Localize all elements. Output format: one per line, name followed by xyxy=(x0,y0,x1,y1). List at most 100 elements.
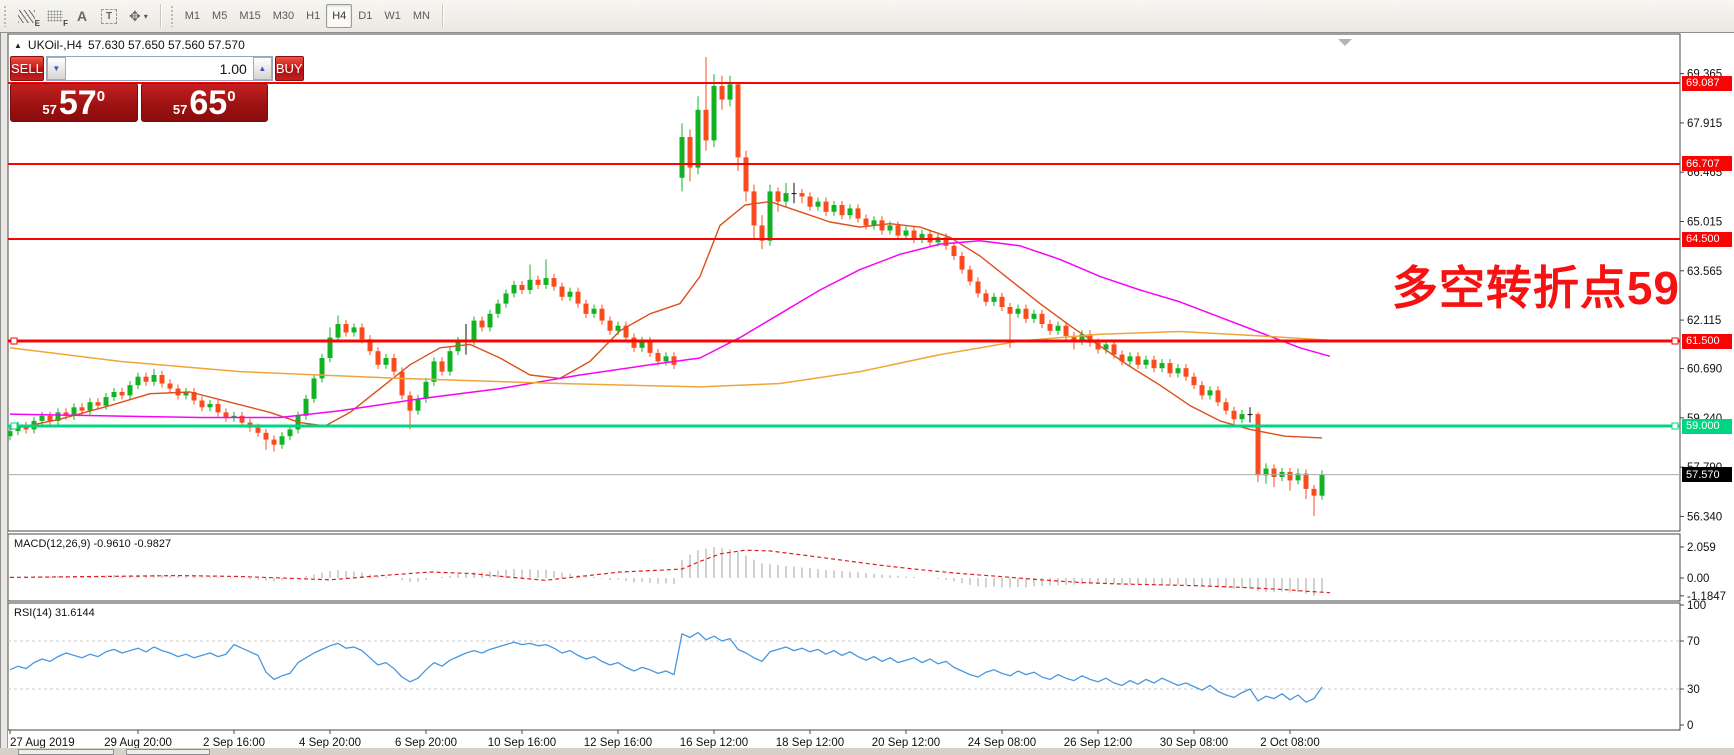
volume-increase-button[interactable]: ▲ xyxy=(252,57,272,80)
price-line-badge: 69.087 xyxy=(1682,75,1732,91)
svg-text:70: 70 xyxy=(1687,636,1700,648)
volume-control: ▼ ▲ xyxy=(45,56,273,81)
svg-text:-1.1847: -1.1847 xyxy=(1687,591,1726,603)
rsi-level-lines xyxy=(8,640,1680,690)
fibonacci-sub-label: F xyxy=(63,19,68,28)
line-handle[interactable] xyxy=(1671,337,1679,345)
volume-input[interactable] xyxy=(65,57,253,80)
svg-text:63.565: 63.565 xyxy=(1687,266,1722,278)
one-click-trading-panel: SELL ▼ ▲ BUY 57 57 0 57 65 0 xyxy=(10,56,304,122)
panel-borders xyxy=(7,33,1681,731)
ma-fast-line xyxy=(9,200,1323,439)
price-line-badge: 66.707 xyxy=(1682,156,1732,172)
svg-text:10 Sep 16:00: 10 Sep 16:00 xyxy=(488,737,556,749)
rsi-line xyxy=(9,631,1323,703)
svg-text:67.915: 67.915 xyxy=(1687,118,1722,130)
sell-price-panel[interactable]: 57 57 0 xyxy=(10,83,138,122)
macd-histogram xyxy=(9,546,1323,596)
line-handle[interactable] xyxy=(1671,422,1679,430)
ma-mid-line xyxy=(9,239,1331,419)
line-handle[interactable] xyxy=(10,422,18,430)
svg-text:30: 30 xyxy=(1687,684,1700,696)
svg-text:12 Sep 16:00: 12 Sep 16:00 xyxy=(584,737,652,749)
collapse-icon[interactable]: ▲ xyxy=(14,40,22,50)
price-line-badge: 59.000 xyxy=(1682,418,1732,434)
horizontal-price-lines[interactable] xyxy=(8,82,1680,430)
ma-slow-line xyxy=(9,330,1331,388)
ohlc-values: 57.630 57.650 57.560 57.570 xyxy=(87,38,245,52)
svg-text:29 Aug 20:00: 29 Aug 20:00 xyxy=(104,737,172,749)
rsi-axis: 100 70 30 0 xyxy=(1680,600,1706,732)
svg-text:2 Oct 08:00: 2 Oct 08:00 xyxy=(1260,737,1319,749)
svg-text:0: 0 xyxy=(1687,720,1693,732)
price-line-badge: 64.500 xyxy=(1682,231,1732,247)
rsi-label: RSI(14) 31.6144 xyxy=(14,607,95,619)
macd-axis: 2.059 0.00 -1.1847 xyxy=(1680,542,1726,603)
timeframe-button-h1[interactable]: H1 xyxy=(306,10,321,22)
toolbar-grip[interactable] xyxy=(169,5,175,27)
price-line-badge: 61.500 xyxy=(1682,333,1732,349)
macd-signal-line xyxy=(9,549,1331,594)
chevron-down-icon: ▾ xyxy=(143,11,148,21)
buy-price-big: 65 xyxy=(189,84,228,122)
svg-text:0.00: 0.00 xyxy=(1687,573,1709,585)
timeframe-button-h4[interactable]: H4 xyxy=(326,4,353,28)
hatch-draw-tool-button[interactable]: E xyxy=(12,4,41,28)
svg-text:16 Sep 12:00: 16 Sep 12:00 xyxy=(680,737,748,749)
chart-title: ▲ UKOil-,H4 57.630 57.650 57.560 57.570 xyxy=(14,38,245,52)
fibonacci-icon xyxy=(47,10,63,22)
svg-text:27 Aug 2019: 27 Aug 2019 xyxy=(10,737,75,749)
sell-price-big: 57 xyxy=(58,84,97,122)
svg-text:24 Sep 08:00: 24 Sep 08:00 xyxy=(968,737,1036,749)
bottom-tab[interactable] xyxy=(126,749,210,755)
current-price-badge: 57.570 xyxy=(1682,467,1732,483)
svg-text:4 Sep 20:00: 4 Sep 20:00 xyxy=(299,737,361,749)
svg-text:62.115: 62.115 xyxy=(1687,315,1721,327)
sell-price-sup: 0 xyxy=(96,88,106,105)
price-axis: 69.36567.91566.46565.01563.56562.11560.6… xyxy=(1680,69,1722,523)
svg-text:30 Sep 08:00: 30 Sep 08:00 xyxy=(1160,737,1228,749)
cursor-icon: ✥ xyxy=(129,8,141,24)
window-left-edge xyxy=(0,33,8,755)
toolbar-separator xyxy=(441,4,443,28)
symbol-period-label: UKOil-,H4 xyxy=(27,38,82,52)
text-label-tool-button[interactable]: T xyxy=(95,4,123,28)
svg-text:56.340: 56.340 xyxy=(1687,511,1722,523)
window-bottom-strip xyxy=(0,748,1734,755)
timeframe-button-m5[interactable]: M5 xyxy=(212,10,228,22)
text-label-icon: T xyxy=(101,8,117,24)
bottom-tab[interactable] xyxy=(18,749,114,755)
svg-text:20 Sep 12:00: 20 Sep 12:00 xyxy=(872,737,940,749)
svg-text:26 Sep 12:00: 26 Sep 12:00 xyxy=(1064,737,1132,749)
svg-text:100: 100 xyxy=(1687,600,1706,612)
hatch-sub-label: E xyxy=(34,19,40,28)
sell-price-small: 57 xyxy=(42,102,57,117)
buy-button[interactable]: BUY xyxy=(274,56,304,81)
text-tool-button[interactable]: A xyxy=(69,4,95,28)
buy-price-sup: 0 xyxy=(227,88,236,105)
buy-price-small: 57 xyxy=(172,102,188,117)
hatch-draw-icon xyxy=(18,9,35,23)
toolbar: E F A T ✥ ▾ M1 M5 M15 M30 H1 H4 D1 W1 MN xyxy=(0,0,1734,33)
cursor-tool-button[interactable]: ✥ ▾ xyxy=(123,4,154,28)
sell-button[interactable]: SELL xyxy=(10,56,44,81)
candlestick-series xyxy=(7,57,1325,517)
svg-text:18 Sep 12:00: 18 Sep 12:00 xyxy=(776,737,844,749)
timeframe-button-m1[interactable]: M1 xyxy=(184,10,201,22)
svg-text:65.015: 65.015 xyxy=(1687,216,1722,228)
svg-text:60.690: 60.690 xyxy=(1687,364,1722,376)
chart-annotation-text[interactable]: 多空转折点59 xyxy=(1391,262,1680,314)
svg-text:6 Sep 20:00: 6 Sep 20:00 xyxy=(395,737,457,749)
timeframe-button-d1[interactable]: D1 xyxy=(358,10,373,22)
line-handle[interactable] xyxy=(10,337,18,345)
fibonacci-tool-button[interactable]: F xyxy=(41,4,69,28)
macd-label: MACD(12,26,9) -0.9610 -0.9827 xyxy=(14,538,172,550)
buy-price-panel[interactable]: 57 65 0 xyxy=(140,83,268,122)
timeframe-button-w1[interactable]: W1 xyxy=(384,10,401,22)
timeframe-button-m15[interactable]: M15 xyxy=(239,10,261,22)
timeframe-button-m30[interactable]: M30 xyxy=(272,10,295,22)
timeframe-button-mn[interactable]: MN xyxy=(412,10,430,22)
volume-decrease-button[interactable]: ▼ xyxy=(46,57,66,80)
toolbar-grip[interactable] xyxy=(3,5,8,27)
